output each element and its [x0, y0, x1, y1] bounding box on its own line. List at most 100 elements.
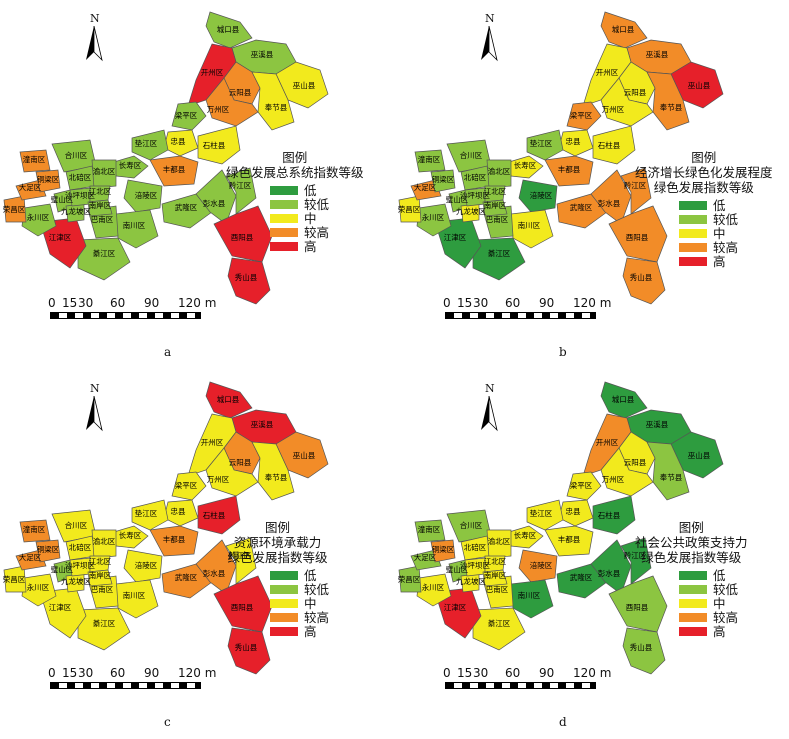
district-label: 江北区: [89, 557, 112, 566]
district-region: [646, 441, 690, 501]
district-label: 城口县: [612, 25, 635, 34]
district-region: [77, 237, 131, 281]
district-region: [414, 519, 446, 543]
district-label: 江津区: [444, 603, 467, 612]
district-region: [251, 441, 295, 501]
scale-tick-label: 30: [78, 666, 94, 680]
district-label: 九龙坡区: [61, 576, 91, 586]
district-label: 铜梁区: [432, 544, 455, 554]
district-label: 酉阳县: [231, 233, 254, 242]
north-arrow-icon: N: [475, 382, 505, 432]
district-label: 黔江区: [624, 550, 647, 560]
district-label: 涪陵区: [530, 190, 553, 200]
district-label: 彭水县: [203, 568, 226, 578]
district-label: 石柱县: [203, 140, 226, 150]
district-label: 璧山区: [51, 564, 74, 574]
district-region: [21, 573, 57, 607]
map-panel-c: 城口县 巫溪县 开州区 云阳县 巫山县 奉节县 万州区 梁平区 忠县 石柱县 垫江区 长寿区 丰都县 涪陵…: [0, 370, 394, 739]
district-label: 沙坪坝区: [460, 561, 490, 570]
map-legend: 图例 经济增长绿色化发展程度 绿色发展指数等级低较低中较高高: [635, 150, 773, 269]
district-region: [87, 569, 113, 587]
legend-swatch: [679, 584, 707, 594]
district-region: [3, 565, 27, 593]
district-region: [149, 155, 199, 187]
north-arrow-icon: N: [475, 12, 505, 62]
district-label: 江津区: [444, 233, 467, 242]
north-label: N: [485, 12, 495, 25]
district-region: [620, 537, 652, 585]
north-label: N: [485, 382, 495, 395]
district-region: [486, 159, 512, 189]
scale-tick-label: 60: [110, 296, 126, 310]
scale-bar: 0 15 30 60 90 120 m: [443, 666, 613, 692]
district-label: 开州区: [201, 438, 224, 447]
legend-label: 中: [304, 595, 317, 611]
scale-tick-label: 60: [110, 666, 126, 680]
district-region: [482, 199, 508, 217]
legend-swatch: [679, 570, 707, 580]
legend-item: 低: [270, 568, 329, 583]
legend-item: 较低: [270, 196, 364, 212]
district-label: 涪陵区: [135, 560, 158, 570]
district-region: [592, 125, 636, 165]
district-region: [149, 525, 199, 557]
scale-tick-label: 0: [443, 666, 451, 680]
district-label: 秀山县: [630, 642, 653, 652]
district-region: [205, 77, 259, 127]
legend-heading: 图例: [265, 520, 291, 535]
district-region: [19, 149, 51, 173]
map-legend: 图例 资源环境承载力 绿色发展指数等级低较低中较高高: [226, 520, 330, 639]
district-region: [91, 529, 117, 559]
legend-swatch: [679, 228, 707, 238]
legend-title: 绿色发展指数等级: [227, 550, 328, 565]
district-label: 黔江区: [229, 180, 252, 190]
scale-tick-label: 15: [457, 666, 473, 680]
legend-label: 较高: [713, 239, 739, 255]
north-arrow-icon: N: [80, 12, 110, 62]
district-label: 梁平区: [175, 481, 198, 490]
district-label: 南岸区: [484, 200, 507, 210]
district-region: [416, 573, 452, 607]
district-region: [430, 539, 456, 563]
district-label: 荣昌区: [3, 574, 26, 584]
district-label: 涪陵区: [135, 190, 158, 200]
district-label: 北碚区: [69, 172, 92, 182]
district-region: [566, 471, 602, 501]
legend-label: 较低: [304, 196, 330, 212]
legend-swatch: [270, 227, 298, 237]
legend-swatch: [270, 570, 298, 580]
district-label: 云阳县: [229, 88, 252, 97]
district-region: [251, 71, 295, 131]
district-label: 南川区: [123, 590, 146, 600]
district-label: 璧山区: [446, 564, 469, 574]
district-label: 江北区: [89, 187, 112, 196]
district-label: 垫江区: [530, 138, 553, 148]
legend-item: 较低: [679, 581, 748, 597]
district-label: 合川区: [65, 150, 88, 160]
district-label: 巴南区: [91, 584, 114, 594]
district-region: [608, 205, 668, 263]
district-label: 忠县: [171, 507, 186, 516]
district-region: [171, 101, 207, 131]
district-label: 南岸区: [89, 570, 112, 580]
legend-heading: 图例: [691, 150, 717, 165]
district-label: 石柱县: [598, 140, 621, 150]
map-legend: 图例 绿色发展总系统指数等级低较低中较高高: [226, 150, 364, 254]
panel-caption: b: [559, 345, 567, 359]
district-label: 永川区: [27, 582, 50, 592]
district-label: 梁平区: [570, 481, 593, 490]
legend-swatch: [270, 626, 298, 636]
district-region: [566, 101, 602, 131]
district-region: [225, 167, 257, 215]
legend-label: 较低: [713, 581, 739, 597]
district-label: 荣昌区: [398, 204, 421, 214]
district-label: 梁平区: [175, 111, 198, 120]
legend-title: 绿色发展指数等级: [653, 180, 754, 195]
district-label: 涪陵区: [530, 560, 553, 570]
legend-label: 中: [304, 210, 317, 226]
legend-swatch: [270, 241, 298, 251]
district-region: [620, 167, 652, 215]
scale-tick-label: 60: [505, 296, 521, 310]
district-label: 九龙坡区: [456, 206, 486, 216]
district-region: [161, 563, 213, 599]
